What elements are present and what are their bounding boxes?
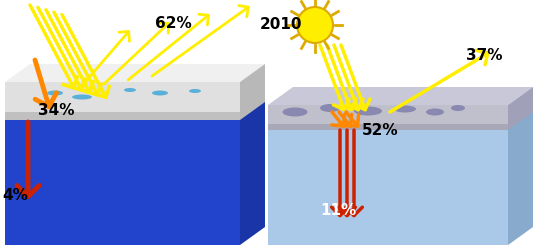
Polygon shape: [240, 64, 265, 120]
Polygon shape: [268, 87, 533, 105]
Ellipse shape: [152, 90, 168, 96]
Text: 37%: 37%: [466, 48, 503, 63]
Ellipse shape: [426, 108, 444, 116]
Ellipse shape: [282, 107, 308, 117]
Ellipse shape: [189, 89, 201, 93]
Polygon shape: [5, 82, 240, 112]
Ellipse shape: [354, 106, 382, 116]
Text: 2010: 2010: [260, 18, 302, 33]
Ellipse shape: [47, 90, 63, 96]
Polygon shape: [268, 124, 508, 130]
Polygon shape: [5, 100, 265, 118]
Circle shape: [297, 7, 333, 43]
Ellipse shape: [320, 104, 340, 112]
Ellipse shape: [451, 105, 465, 111]
Polygon shape: [268, 110, 533, 128]
Ellipse shape: [72, 95, 92, 100]
Polygon shape: [508, 87, 533, 130]
Polygon shape: [268, 128, 508, 245]
Text: 62%: 62%: [155, 16, 192, 31]
Polygon shape: [5, 112, 240, 120]
Polygon shape: [5, 64, 265, 82]
Polygon shape: [5, 118, 240, 245]
Text: 11%: 11%: [320, 203, 356, 218]
Text: 4%: 4%: [2, 188, 28, 203]
Ellipse shape: [124, 88, 136, 92]
Polygon shape: [508, 110, 533, 245]
Polygon shape: [240, 100, 265, 245]
Polygon shape: [268, 105, 508, 124]
Ellipse shape: [394, 105, 416, 112]
Text: 34%: 34%: [38, 103, 75, 118]
Text: 52%: 52%: [362, 123, 399, 138]
